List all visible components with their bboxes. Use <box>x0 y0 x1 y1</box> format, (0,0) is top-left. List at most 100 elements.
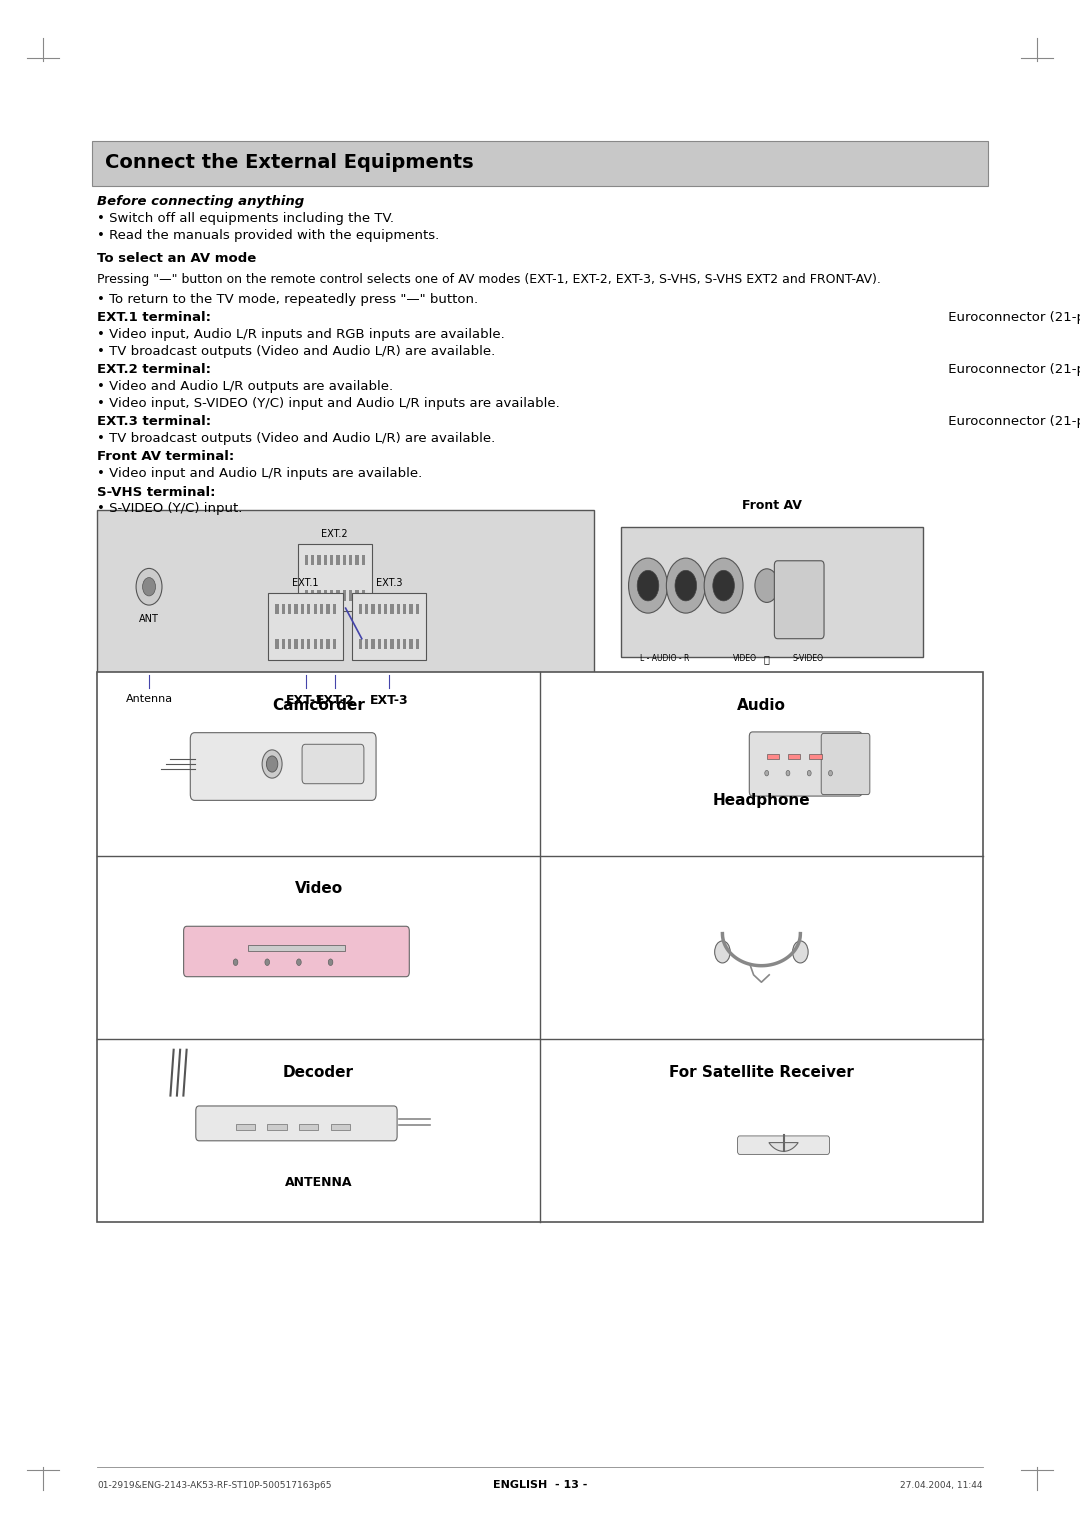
Bar <box>295 639 298 649</box>
Bar <box>809 753 822 759</box>
Text: EXT.1: EXT.1 <box>293 578 319 588</box>
Bar <box>301 639 305 649</box>
Text: S-VIDEO: S-VIDEO <box>793 654 823 663</box>
Text: ⌒: ⌒ <box>764 654 770 665</box>
Text: • TV broadcast outputs (Video and Audio L/R) are available.: • TV broadcast outputs (Video and Audio … <box>97 345 496 358</box>
Text: Pressing "—" button on the remote control selects one of AV modes (EXT-1, EXT-2,: Pressing "—" button on the remote contro… <box>97 274 881 286</box>
Text: EXT.2: EXT.2 <box>322 529 348 539</box>
Text: VIDEO: VIDEO <box>733 654 757 663</box>
Text: Euroconnector (21-pin, SCART) (DVB, DVD.,.........): Euroconnector (21-pin, SCART) (DVB, DVD.… <box>944 364 1080 376</box>
Text: EXT.3 terminal:: EXT.3 terminal: <box>97 416 212 428</box>
Bar <box>97 672 983 1222</box>
Bar <box>288 604 292 614</box>
FancyBboxPatch shape <box>821 733 869 795</box>
Bar <box>318 555 321 565</box>
Text: • S-VIDEO (Y/C) input.: • S-VIDEO (Y/C) input. <box>97 503 243 515</box>
Text: 27.04.2004, 11:44: 27.04.2004, 11:44 <box>901 1481 983 1490</box>
Bar <box>330 555 334 565</box>
Bar <box>318 590 321 601</box>
Circle shape <box>629 558 667 613</box>
Bar <box>359 604 362 614</box>
Text: EXT-2: EXT-2 <box>315 694 354 707</box>
Bar <box>372 639 375 649</box>
Text: EXT-3: EXT-3 <box>369 694 408 707</box>
Bar <box>326 604 329 614</box>
FancyBboxPatch shape <box>621 527 923 657</box>
Circle shape <box>136 568 162 605</box>
Circle shape <box>262 750 282 778</box>
Circle shape <box>755 568 779 602</box>
Bar <box>390 639 393 649</box>
Polygon shape <box>769 1143 798 1151</box>
Bar <box>362 590 365 601</box>
Circle shape <box>704 558 743 613</box>
Text: • TV broadcast outputs (Video and Audio L/R) are available.: • TV broadcast outputs (Video and Audio … <box>97 432 496 445</box>
Bar <box>336 555 339 565</box>
Bar <box>267 1125 286 1131</box>
Text: Connect the External Equipments: Connect the External Equipments <box>105 153 473 173</box>
FancyBboxPatch shape <box>97 510 594 675</box>
Text: Video: Video <box>295 882 342 897</box>
Bar <box>313 604 316 614</box>
Text: • Video and Audio L/R outputs are available.: • Video and Audio L/R outputs are availa… <box>97 380 393 393</box>
Bar <box>247 944 346 952</box>
Text: • Video input, S-VIDEO (Y/C) input and Audio L/R inputs are available.: • Video input, S-VIDEO (Y/C) input and A… <box>97 397 559 410</box>
Text: 01-2919&ENG-2143-AK53-RF-ST10P-500517163p65: 01-2919&ENG-2143-AK53-RF-ST10P-500517163… <box>97 1481 332 1490</box>
Text: S-VHS terminal:: S-VHS terminal: <box>97 486 216 498</box>
Bar <box>307 604 310 614</box>
Bar <box>788 753 800 759</box>
Bar <box>311 555 314 565</box>
Bar <box>330 590 334 601</box>
Bar <box>767 753 779 759</box>
FancyBboxPatch shape <box>774 561 824 639</box>
Bar <box>301 604 305 614</box>
Circle shape <box>143 578 156 596</box>
FancyBboxPatch shape <box>302 744 364 784</box>
Text: EXT.3: EXT.3 <box>376 578 402 588</box>
Bar <box>384 639 388 649</box>
Bar <box>288 639 292 649</box>
Bar <box>396 604 400 614</box>
FancyBboxPatch shape <box>195 1106 397 1141</box>
Bar <box>333 604 336 614</box>
FancyBboxPatch shape <box>268 593 342 660</box>
FancyBboxPatch shape <box>92 141 988 186</box>
Bar <box>378 604 381 614</box>
Text: Decoder: Decoder <box>283 1065 354 1080</box>
Text: • Read the manuals provided with the equipments.: • Read the manuals provided with the equ… <box>97 229 440 241</box>
Bar <box>330 1125 350 1131</box>
Bar <box>342 555 346 565</box>
Circle shape <box>793 941 808 963</box>
Bar <box>396 639 400 649</box>
Bar <box>305 555 308 565</box>
Text: Before connecting anything: Before connecting anything <box>97 196 305 208</box>
Text: EXT-1: EXT-1 <box>286 694 325 707</box>
Bar <box>416 604 419 614</box>
Bar <box>235 1125 255 1131</box>
Bar <box>362 555 365 565</box>
Text: Headphone: Headphone <box>713 793 810 808</box>
Bar <box>355 590 359 601</box>
Circle shape <box>265 960 270 966</box>
Text: To select an AV mode: To select an AV mode <box>97 252 256 264</box>
Bar <box>311 590 314 601</box>
Bar <box>333 639 336 649</box>
Bar <box>324 590 327 601</box>
Bar <box>295 604 298 614</box>
Bar <box>282 639 285 649</box>
Bar <box>342 590 346 601</box>
Bar <box>384 604 388 614</box>
Bar <box>355 555 359 565</box>
Text: • Switch off all equipments including the TV.: • Switch off all equipments including th… <box>97 212 394 225</box>
FancyBboxPatch shape <box>184 926 409 976</box>
Text: • To return to the TV mode, repeatedly press "—" button.: • To return to the TV mode, repeatedly p… <box>97 293 478 306</box>
Bar <box>416 639 419 649</box>
Circle shape <box>666 558 705 613</box>
Bar <box>378 639 381 649</box>
Bar <box>320 604 323 614</box>
Circle shape <box>807 770 811 776</box>
FancyBboxPatch shape <box>352 593 426 660</box>
Text: • Video input, Audio L/R inputs and RGB inputs are available.: • Video input, Audio L/R inputs and RGB … <box>97 329 505 341</box>
Text: Front AV terminal:: Front AV terminal: <box>97 451 234 463</box>
Text: ANTENNA: ANTENNA <box>285 1175 352 1189</box>
